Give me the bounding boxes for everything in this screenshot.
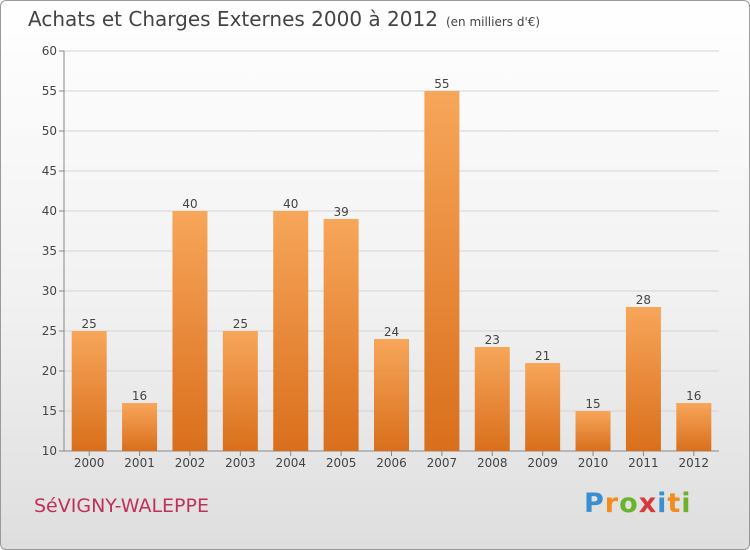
x-tick-label: 2002 [175,456,206,470]
y-tick-label: 20 [42,364,57,378]
bar-2011 [625,307,661,451]
bar-2007 [424,91,460,451]
bar-2008 [474,347,510,451]
commune-name: SéVIGNY-WALEPPE [34,495,209,517]
logo-letter: i [657,488,668,519]
y-tick-label: 25 [42,324,57,338]
x-tick-label: 2007 [427,456,458,470]
data-label: 23 [485,333,500,347]
logo-letter: r [604,488,620,519]
data-label: 40 [182,197,197,211]
logo-letter: P [584,488,605,519]
x-tick-label: 2009 [527,456,558,470]
data-label: 15 [585,397,600,411]
x-tick-label: 2000 [74,456,105,470]
data-label: 16 [686,389,701,403]
logo-letter: t [667,488,682,519]
bar-2009 [525,363,561,451]
logo-letter: o [619,488,639,519]
bar-2000 [71,331,107,451]
proxiti-logo[interactable]: Proxiti [584,488,692,519]
chart-title-text: Achats et Charges Externes 2000 à 2012 [28,7,438,31]
chart-title: Achats et Charges Externes 2000 à 2012 (e… [28,7,540,31]
x-tick-label: 2003 [225,456,256,470]
bar-2005 [323,219,359,451]
x-tick-label: 2010 [578,456,609,470]
data-labels: 25 16 40 25 40 39 24 55 23 21 15 28 16 [82,77,702,411]
bars [71,91,712,451]
y-tick-label: 30 [42,284,57,298]
y-tick-label: 40 [42,204,57,218]
bar-2002 [172,211,208,451]
y-tick-label: 60 [42,44,57,58]
x-tick-label: 2001 [124,456,155,470]
bar-2010 [575,411,611,451]
logo-letter: x [638,488,658,519]
x-tick-label: 2004 [275,456,306,470]
x-tick-label: 2012 [679,456,710,470]
x-tick-label: 2011 [628,456,659,470]
data-label: 40 [283,197,298,211]
y-tick-label: 50 [42,124,57,138]
data-label: 24 [384,325,399,339]
data-label: 28 [636,293,651,307]
data-label: 21 [535,349,550,363]
y-tick-label: 15 [42,404,57,418]
bar-2006 [374,339,409,451]
y-tick-label: 55 [42,84,57,98]
data-label: 25 [82,317,97,331]
chart-unit: (en milliers d'€) [445,15,541,29]
y-tick-label: 45 [42,164,57,178]
data-label: 25 [233,317,248,331]
bar-2004 [273,211,309,451]
y-tick-label: 35 [42,244,57,258]
data-label: 39 [333,205,348,219]
data-label: 16 [132,389,147,403]
bar-2012 [676,403,712,451]
logo-letter: i [681,488,692,519]
x-tick-label: 2005 [326,456,357,470]
bar-2001 [122,403,158,451]
x-tick-label: 2006 [376,456,407,470]
bar-2003 [222,331,258,451]
data-label: 55 [434,77,449,91]
y-tick-label: 10 [42,444,57,458]
x-tick-label: 2008 [477,456,508,470]
